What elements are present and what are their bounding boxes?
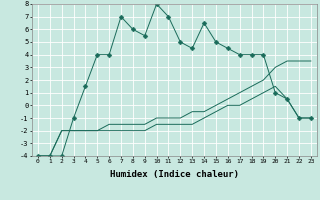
X-axis label: Humidex (Indice chaleur): Humidex (Indice chaleur) [110,170,239,179]
